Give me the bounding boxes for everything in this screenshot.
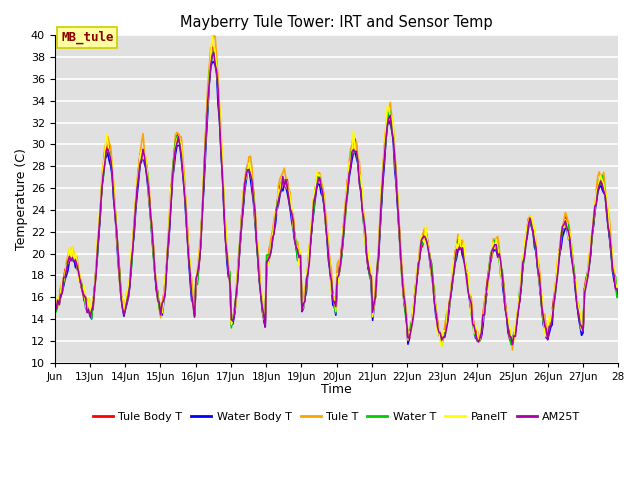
Text: MB_tule: MB_tule <box>61 31 113 44</box>
X-axis label: Time: Time <box>321 383 352 396</box>
Y-axis label: Temperature (C): Temperature (C) <box>15 148 28 250</box>
Legend: Tule Body T, Water Body T, Tule T, Water T, PanelT, AM25T: Tule Body T, Water Body T, Tule T, Water… <box>88 408 585 426</box>
Title: Mayberry Tule Tower: IRT and Sensor Temp: Mayberry Tule Tower: IRT and Sensor Temp <box>180 15 493 30</box>
